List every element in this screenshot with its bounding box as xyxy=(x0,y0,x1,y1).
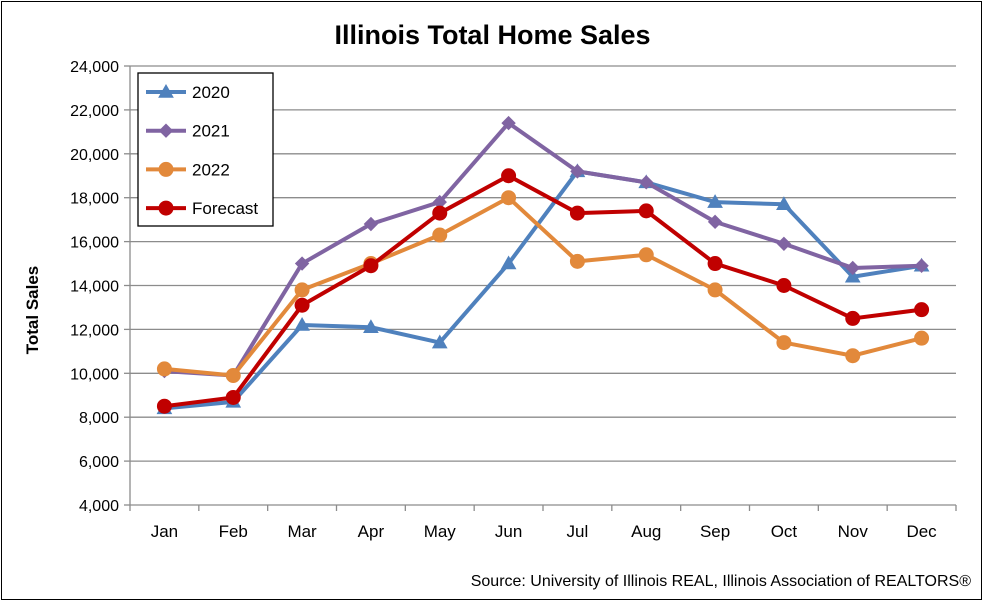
series-line xyxy=(164,195,923,378)
chart-title: Illinois Total Home Sales xyxy=(334,20,651,50)
data-point-circle xyxy=(845,348,861,364)
data-point-circle xyxy=(845,310,861,326)
data-point-circle xyxy=(501,168,517,184)
y-tick-label: 10,000 xyxy=(70,366,119,383)
series-2022 xyxy=(156,190,930,383)
data-point-circle xyxy=(158,161,174,177)
data-point-triangle xyxy=(707,194,723,208)
x-tick-label: Apr xyxy=(358,522,385,541)
legend-label: 2021 xyxy=(192,122,230,141)
data-point-triangle xyxy=(500,255,517,270)
data-point-diamond xyxy=(363,216,379,232)
data-point-circle xyxy=(432,205,448,221)
data-point-diamond xyxy=(570,164,585,179)
y-axis-label: Total Sales xyxy=(23,266,42,355)
data-point-triangle xyxy=(363,319,379,333)
y-tick-label: 24,000 xyxy=(70,59,119,76)
data-point-diamond xyxy=(707,214,723,230)
series-line xyxy=(164,121,922,378)
legend: 2020 2021 2022 Forecast xyxy=(137,72,274,227)
data-point-circle xyxy=(569,253,585,269)
y-tick-label: 8,000 xyxy=(79,410,119,427)
x-tick-label: Aug xyxy=(631,522,661,541)
y-tick-labels: 4,000 6,000 8,000 10,000 12,000 14,000 16,000 1… xyxy=(70,59,119,515)
y-tick-label: 16,000 xyxy=(70,235,119,252)
y-tick-label: 6,000 xyxy=(79,454,119,471)
series-lines xyxy=(156,115,930,415)
x-tick-label: Jul xyxy=(567,522,589,541)
data-point-circle xyxy=(156,398,172,414)
axes xyxy=(124,65,957,511)
data-point-circle xyxy=(432,227,448,243)
data-point-circle xyxy=(776,335,792,351)
y-tick-label: 12,000 xyxy=(70,322,119,339)
data-point-diamond xyxy=(294,256,310,271)
source-note: Source: University of Illinois REAL, Ill… xyxy=(470,573,971,590)
legend-item: 2020 xyxy=(146,83,230,102)
data-point-circle xyxy=(914,302,930,318)
data-point-diamond xyxy=(845,260,860,276)
data-point-triangle xyxy=(844,268,861,283)
series-line xyxy=(164,169,922,411)
y-tick-label: 4,000 xyxy=(79,498,119,515)
data-point-triangle xyxy=(431,334,448,349)
data-point-triangle xyxy=(776,196,792,211)
data-point-circle xyxy=(225,367,241,383)
x-tick-label: Oct xyxy=(771,522,798,541)
series-line xyxy=(164,173,922,409)
data-point-circle xyxy=(707,282,723,298)
legend-label: Forecast xyxy=(192,199,258,218)
data-point-circle xyxy=(914,330,930,346)
data-point-circle xyxy=(707,256,723,272)
x-tick-label: Mar xyxy=(287,522,317,541)
data-point-circle xyxy=(158,200,174,216)
legend-label: 2020 xyxy=(192,83,230,102)
data-point-circle xyxy=(501,190,517,206)
data-point-diamond xyxy=(914,258,929,273)
data-point-circle xyxy=(363,258,379,274)
legend-box xyxy=(137,72,274,227)
data-point-diamond xyxy=(158,123,174,138)
data-point-diamond xyxy=(501,115,516,131)
x-tick-label: May xyxy=(424,522,457,541)
data-point-circle xyxy=(294,297,310,313)
data-point-triangle xyxy=(158,83,174,98)
x-tick-label: Feb xyxy=(219,522,248,541)
legend-item: Forecast xyxy=(146,199,258,218)
y-tick-label: 14,000 xyxy=(70,279,119,296)
y-tick-label: 22,000 xyxy=(70,103,119,120)
legend-item: 2022 xyxy=(146,160,230,179)
data-point-circle xyxy=(638,203,654,219)
data-point-circle xyxy=(638,247,654,263)
data-point-circle xyxy=(294,282,310,298)
legend-label: 2022 xyxy=(192,160,230,179)
data-point-triangle xyxy=(294,317,310,331)
x-tick-label: Jan xyxy=(151,522,178,541)
x-tick-label: Nov xyxy=(838,522,869,541)
data-point-diamond xyxy=(776,236,792,252)
data-point-circle xyxy=(776,278,792,293)
series-forecast xyxy=(156,168,930,414)
y-tick-label: 18,000 xyxy=(70,191,119,208)
x-tick-label: Dec xyxy=(906,522,937,541)
legend-item: 2021 xyxy=(146,122,230,141)
x-tick-labels: Jan Feb Mar Apr May Jun Jul Aug Sep Oct Nov Dec xyxy=(151,522,937,541)
y-tick-label: 20,000 xyxy=(70,147,119,164)
data-point-circle xyxy=(156,361,172,377)
x-tick-label: Jun xyxy=(495,522,522,541)
data-point-diamond xyxy=(639,175,654,190)
x-tick-label: Sep xyxy=(700,522,730,541)
data-point-circle xyxy=(225,389,241,405)
data-point-circle xyxy=(569,205,585,221)
